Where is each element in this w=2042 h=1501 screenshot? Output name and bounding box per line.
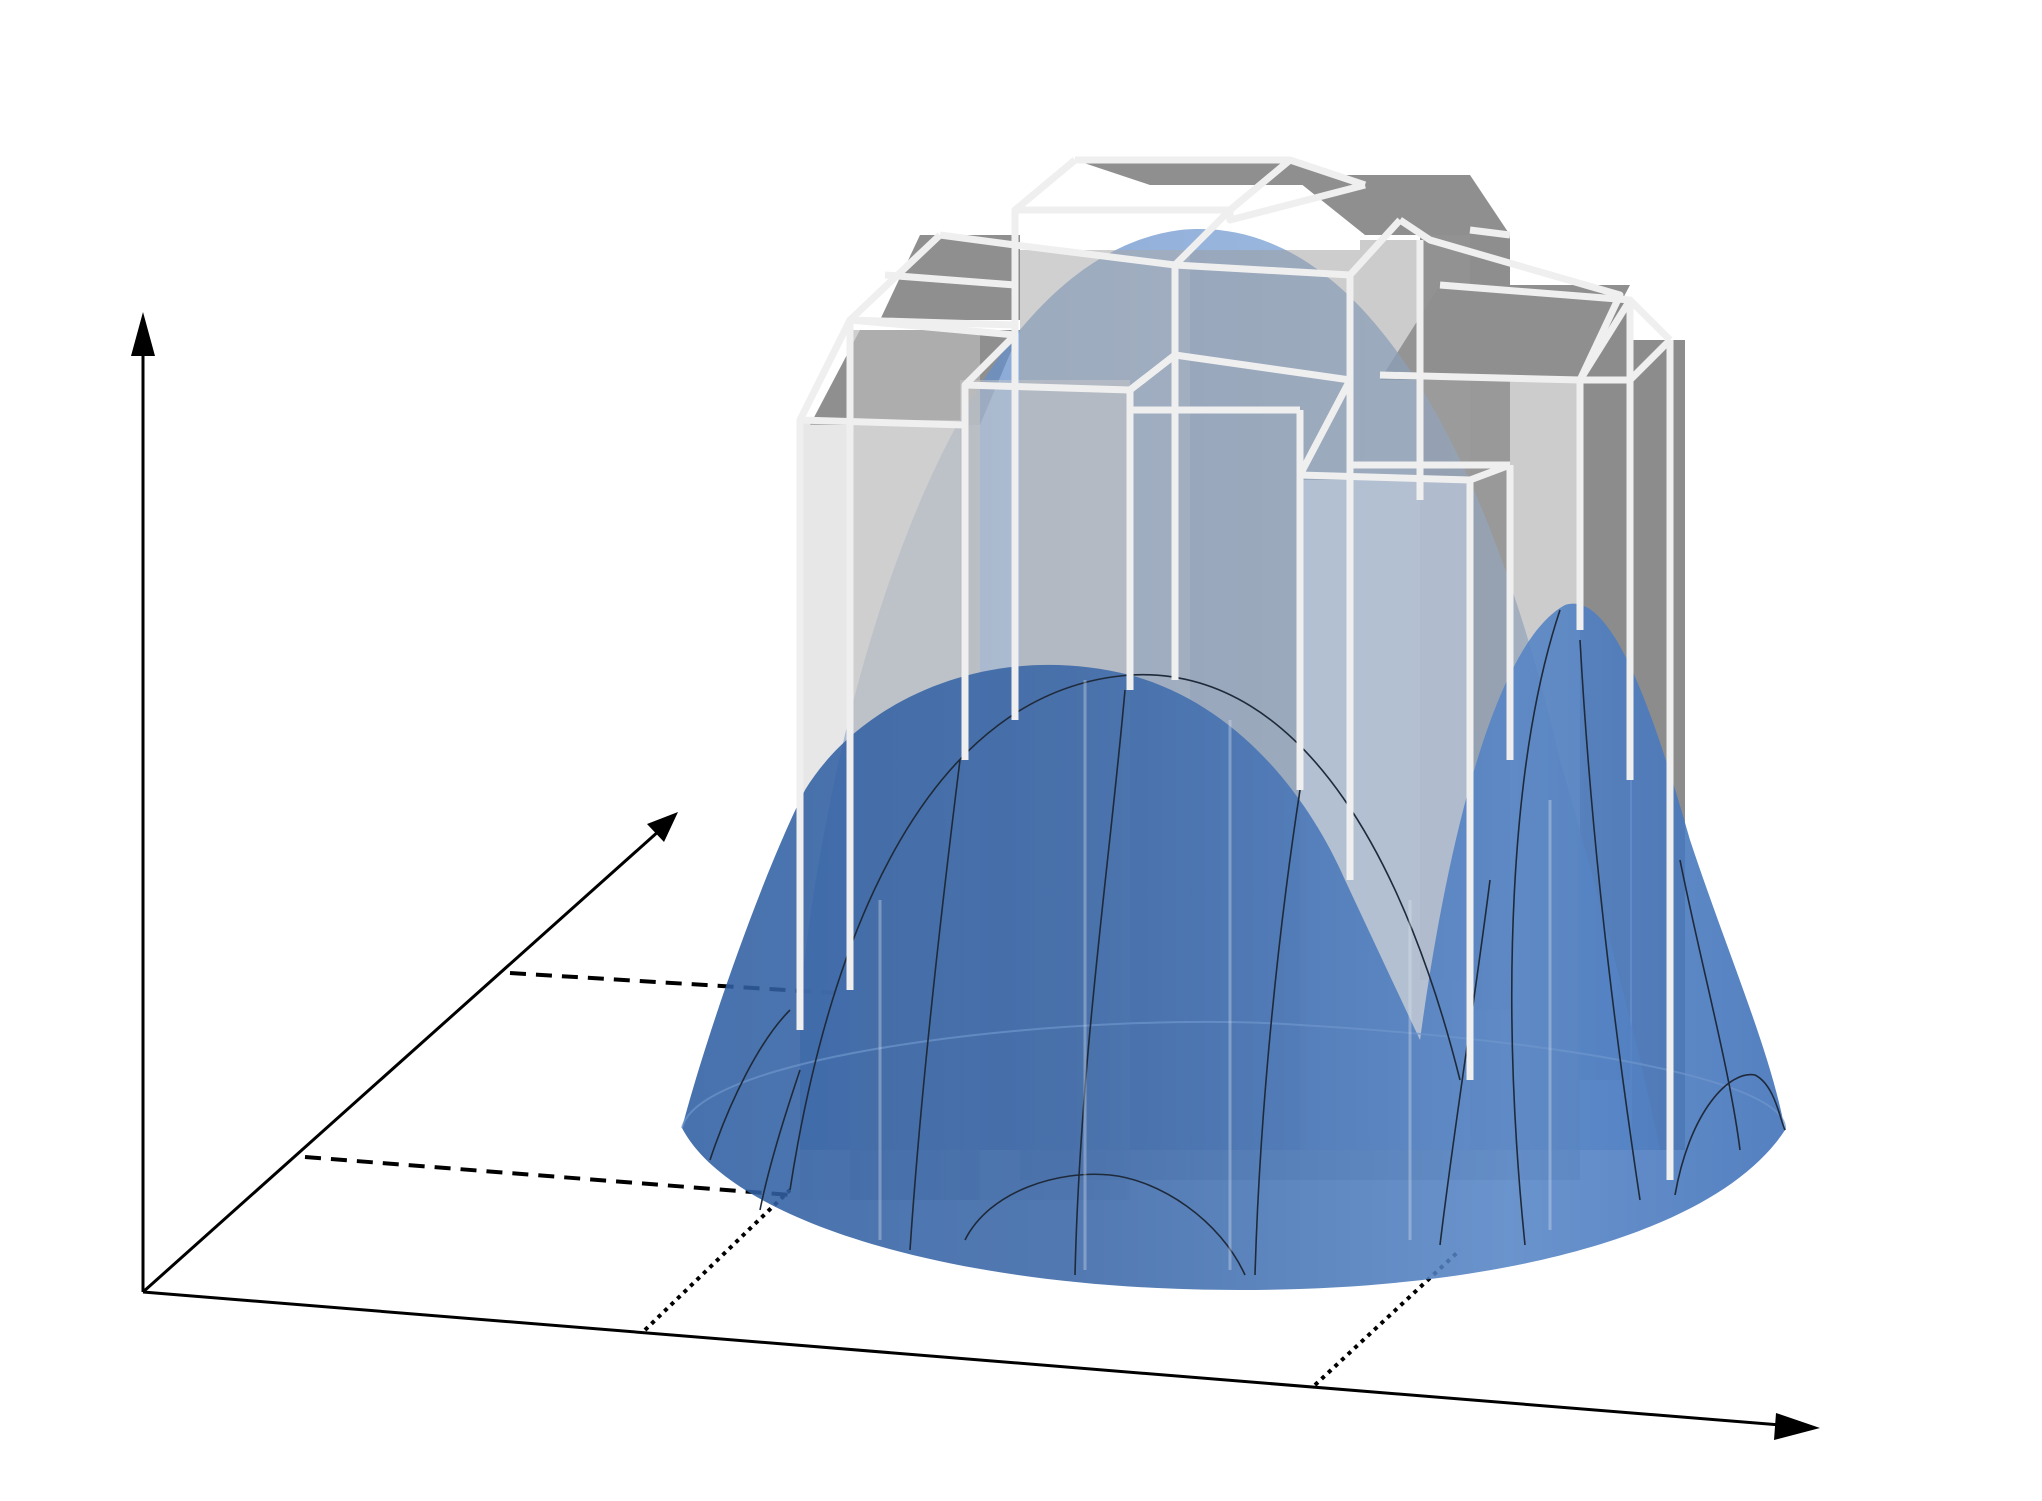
depth-axis [142,828,661,1294]
horizontal-axis [142,1290,1781,1427]
axes [131,312,1820,1440]
width-guide-left [643,1188,792,1332]
depth-guide-lower [304,1155,791,1197]
dome-front [681,603,1787,1290]
depth-axis-arrowhead [647,812,678,842]
dome-slice-lines [709,609,1786,1276]
column-top [1075,160,1365,185]
column-wireframe [796,156,1674,1180]
column-top [1290,175,1510,235]
column-top [1380,285,1630,380]
column-inner-streaks [878,680,1552,1270]
vertical-axis-arrowhead [131,312,155,356]
dome-rim [681,1020,1787,1131]
horizontal-axis-arrowhead [1774,1413,1820,1440]
